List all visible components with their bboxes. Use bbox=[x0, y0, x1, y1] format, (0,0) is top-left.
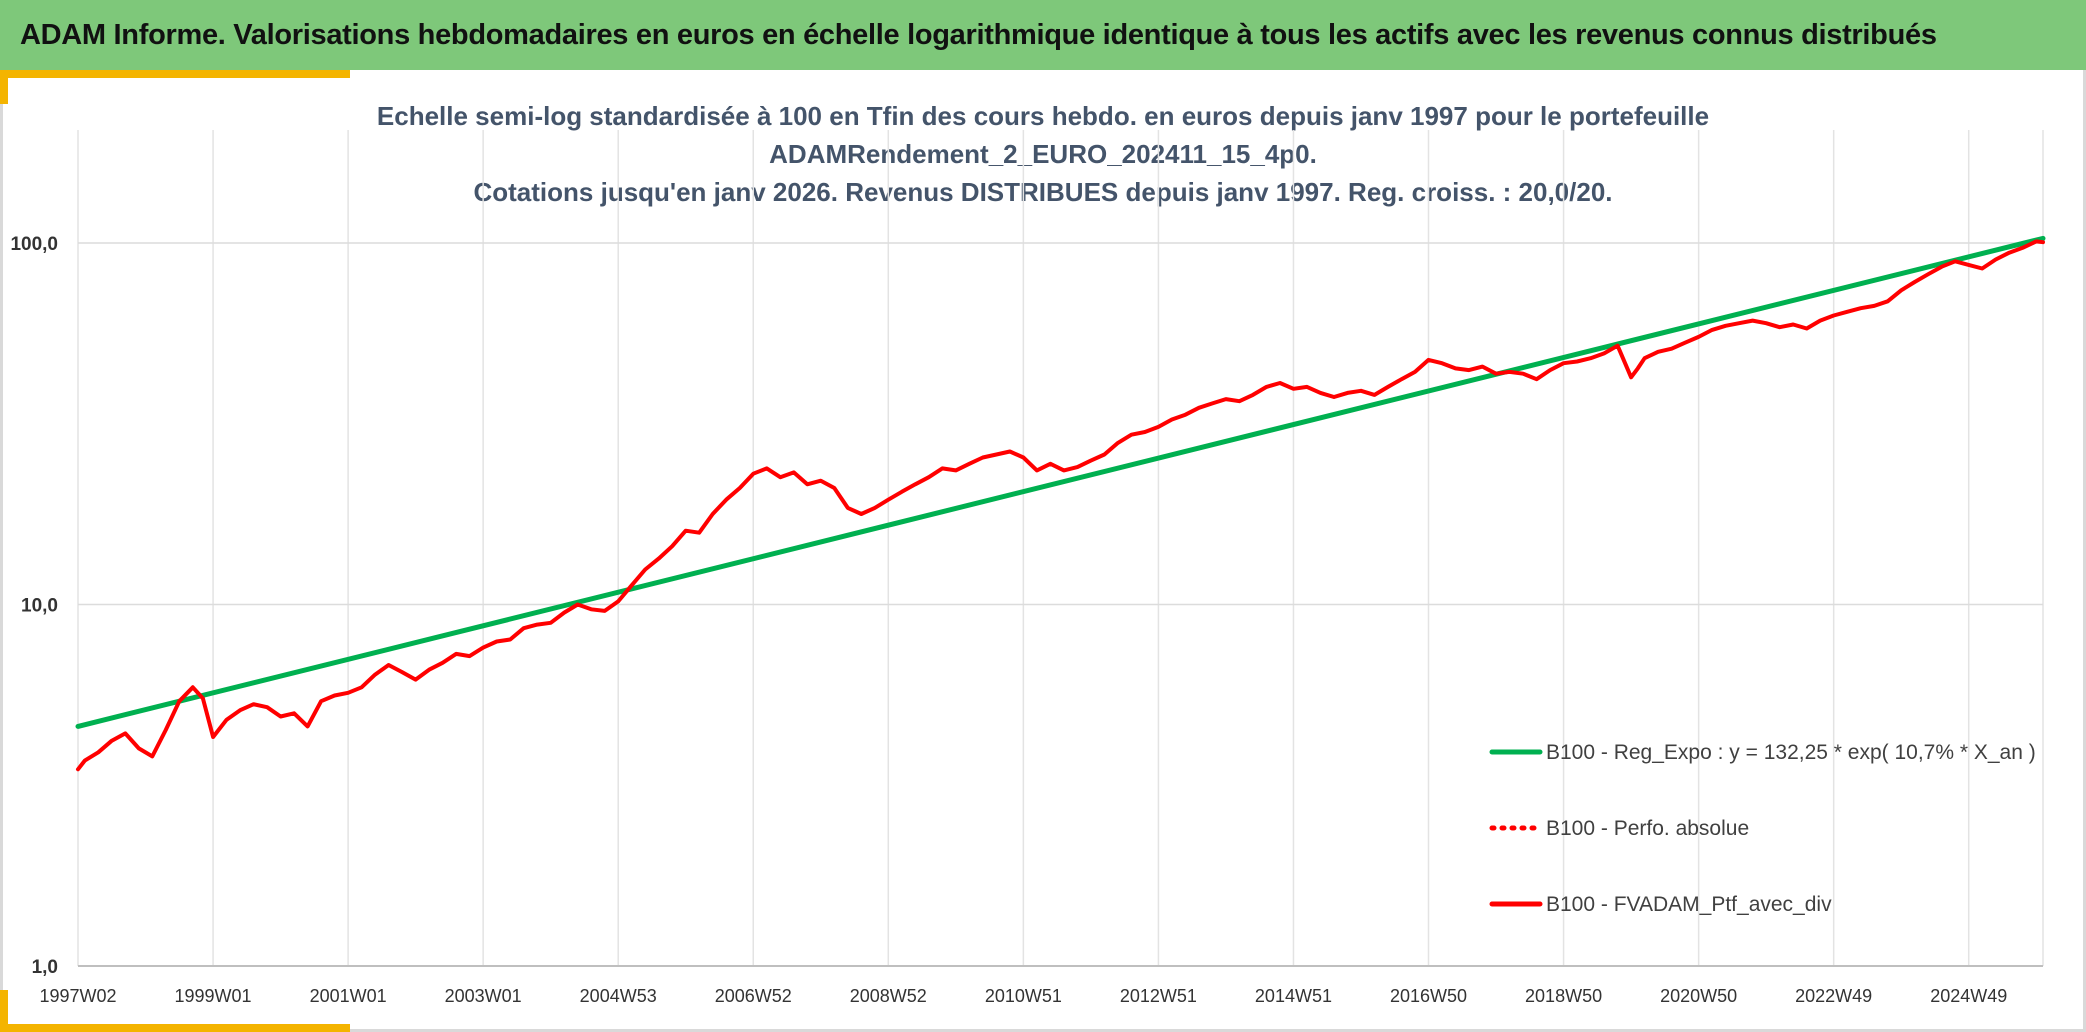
series-lines bbox=[75, 235, 2046, 772]
x-tick-label: 2024W49 bbox=[1930, 986, 2007, 1006]
x-tick-label: 2014W51 bbox=[1255, 986, 1332, 1006]
x-tick-label: 1999W01 bbox=[175, 986, 252, 1006]
legend-regression-label: B100 - Reg_Expo : y = 132,25 * exp( 10,7… bbox=[1546, 741, 2036, 764]
x-tick-label: 2010W51 bbox=[985, 986, 1062, 1006]
y-tick-label: 10,0 bbox=[21, 596, 58, 617]
x-tick-label: 2016W50 bbox=[1390, 986, 1467, 1006]
portfolio-line bbox=[76, 239, 2045, 772]
chart-title-line-3: Cotations jusqu'en janv 2026. Revenus DI… bbox=[473, 177, 1613, 207]
grid-lines bbox=[77, 130, 2044, 967]
banner-title: ADAM Informe. Valorisations hebdomadaire… bbox=[20, 18, 1937, 51]
x-tick-label: 2008W52 bbox=[850, 986, 927, 1006]
x-tick-label: 2004W53 bbox=[580, 986, 657, 1006]
legend-portfolio-label: B100 - FVADAM_Ptf_avec_div bbox=[1546, 893, 1832, 916]
x-tick-label: 2003W01 bbox=[445, 986, 522, 1006]
y-tick-label: 100,0 bbox=[10, 234, 58, 255]
x-tick-label: 2012W51 bbox=[1120, 986, 1197, 1006]
legend-perfo-absolue-label: B100 - Perfo. absolue bbox=[1546, 817, 1749, 840]
header-banner: ADAM Informe. Valorisations hebdomadaire… bbox=[0, 0, 2086, 70]
y-tick-label: 1,0 bbox=[32, 957, 58, 978]
accent-corner-bottom-vertical bbox=[0, 990, 8, 1032]
x-tick-label: 2006W52 bbox=[715, 986, 792, 1006]
x-tick-label: 2018W50 bbox=[1525, 986, 1602, 1006]
x-tick-label: 1997W02 bbox=[39, 986, 116, 1006]
x-tick-label: 2001W01 bbox=[310, 986, 387, 1006]
legend: B100 - Reg_Expo : y = 132,25 * exp( 10,7… bbox=[1489, 741, 2036, 916]
chart-title-line-2: ADAMRendement_2_EURO_202411_15_4p0. bbox=[769, 139, 1317, 169]
axis-ticks: 1,0 10,0 100,0 1997W02 1999W01 2001W01 2003W01… bbox=[10, 234, 2007, 1006]
x-tick-label: 2020W50 bbox=[1660, 986, 1737, 1006]
accent-corner-bottom-horizontal bbox=[0, 1024, 350, 1032]
chart-frame bbox=[0, 70, 2086, 1032]
accent-corner-top-horizontal bbox=[0, 70, 350, 78]
chart-title-line-1: Echelle semi-log standardisée à 100 en T… bbox=[376, 101, 1710, 131]
x-tick-label: 2022W49 bbox=[1795, 986, 1872, 1006]
accent-corner-top-vertical bbox=[0, 70, 8, 104]
regression-line bbox=[75, 235, 2046, 729]
